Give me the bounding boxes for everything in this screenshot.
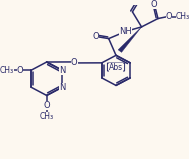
Text: CH₃: CH₃ bbox=[40, 112, 54, 121]
Text: N: N bbox=[59, 83, 66, 92]
Polygon shape bbox=[118, 27, 142, 52]
Text: O: O bbox=[166, 12, 172, 21]
Text: O: O bbox=[43, 101, 50, 110]
Text: NH: NH bbox=[119, 27, 132, 36]
Text: Abs: Abs bbox=[109, 62, 123, 72]
FancyBboxPatch shape bbox=[107, 63, 125, 71]
Text: N: N bbox=[59, 66, 66, 75]
Text: O: O bbox=[71, 58, 77, 67]
Text: O: O bbox=[93, 32, 99, 41]
Text: O: O bbox=[17, 66, 23, 75]
Text: CH₃: CH₃ bbox=[0, 66, 14, 75]
Text: O: O bbox=[150, 0, 157, 9]
Text: CH₃: CH₃ bbox=[176, 12, 189, 21]
